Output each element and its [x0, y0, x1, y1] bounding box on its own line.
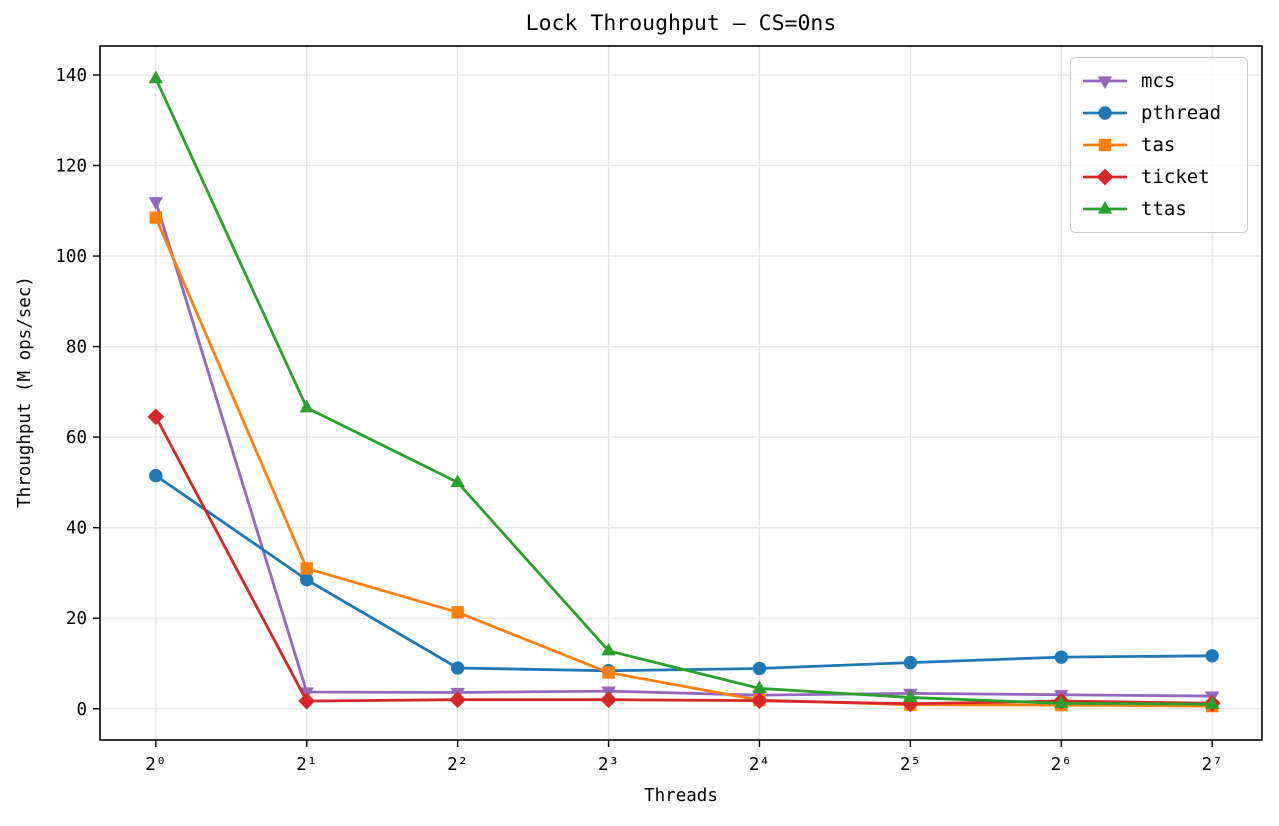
- y-tick-label: 60: [66, 428, 87, 448]
- y-tick-label: 120: [55, 157, 87, 177]
- series-line-tas: [154, 216, 1214, 708]
- legend-label: ttas: [1141, 197, 1187, 220]
- marker-diamond-ticket: [449, 691, 467, 709]
- marker-square-tas: [300, 562, 313, 575]
- y-tick-label: 40: [66, 519, 87, 539]
- x-tick-label: 2⁴: [749, 755, 770, 775]
- marker-circle-legend-pthread: [1098, 106, 1112, 120]
- marker-triangle-down-legend-mcs: [1097, 76, 1113, 89]
- legend-label: pthread: [1141, 101, 1222, 124]
- marker-square-tas: [602, 666, 615, 679]
- marker-square-tas: [451, 606, 464, 619]
- marker-triangle-up-legend-ttas: [1097, 201, 1113, 214]
- tick-labels: 2⁰ 2¹ 2² 2³ 2⁴ 2⁵ 2⁶ 2⁷ 0 20 40 60 80 100 120 140: [55, 66, 1222, 775]
- marker-circle-pthread: [903, 655, 918, 670]
- x-tick-label: 2¹: [296, 755, 317, 775]
- x-tick-label: 2⁰: [145, 755, 166, 775]
- legend-swatch-circle: [1083, 106, 1127, 120]
- marker-circle-pthread: [752, 661, 767, 676]
- legend-item-ttas: ttas: [1083, 195, 1235, 223]
- legend-label: ticket: [1141, 165, 1210, 188]
- x-tick-label: 2²: [447, 755, 468, 775]
- x-axis-label: Threads: [644, 786, 718, 806]
- marker-square-tas: [149, 211, 163, 224]
- marker-square-legend-tas: [1098, 138, 1112, 152]
- y-tick-label: 20: [66, 609, 87, 629]
- legend-label: tas: [1141, 133, 1176, 156]
- axes: [93, 45, 1263, 747]
- legend-swatch-diamond: [1083, 168, 1127, 186]
- legend-swatch-triangle-up: [1083, 201, 1127, 214]
- marker-circle-pthread: [300, 573, 314, 587]
- y-tick-label: 80: [66, 338, 87, 358]
- marker-circle-pthread: [1205, 649, 1219, 663]
- legend-item-pthread: pthread: [1083, 99, 1235, 127]
- x-tick-label: 2⁵: [900, 755, 921, 775]
- data-series: [147, 70, 1221, 713]
- y-axis-label: Throughput (M ops/sec): [15, 276, 35, 508]
- marker-triangle-up-ttas: [148, 70, 164, 84]
- grid-lines: [100, 46, 1262, 740]
- marker-triangle-up-ttas: [752, 680, 767, 693]
- marker-triangle-up-ttas: [601, 642, 616, 656]
- marker-diamond-ticket: [298, 692, 316, 710]
- marker-circle-pthread: [1054, 650, 1068, 664]
- marker-triangle-up-ttas: [299, 399, 314, 413]
- legend-swatch-square: [1083, 138, 1127, 152]
- marker-triangle-up-ttas: [1205, 696, 1220, 709]
- marker-circle-pthread: [450, 661, 465, 675]
- legend-swatch-triangle-down: [1083, 76, 1127, 89]
- legend-item-ticket: ticket: [1083, 163, 1235, 191]
- y-tick-label: 140: [55, 66, 87, 86]
- marker-triangle-up-ttas: [1054, 695, 1069, 708]
- x-tick-label: 2⁷: [1202, 755, 1223, 775]
- series-line-ttas: [154, 77, 1214, 706]
- series-line-pthread: [154, 474, 1214, 673]
- marker-triangle-up-ttas: [450, 474, 465, 488]
- marker-circle-pthread: [149, 468, 163, 483]
- legend-label: mcs: [1141, 69, 1176, 92]
- x-tick-label: 2³: [598, 755, 619, 775]
- marker-diamond-ticket: [147, 408, 165, 426]
- marker-triangle-down-mcs: [148, 197, 164, 210]
- y-tick-label: 0: [76, 700, 87, 720]
- marker-triangle-up-ttas: [903, 689, 918, 703]
- marker-diamond-legend-ticket: [1096, 168, 1114, 186]
- marker-diamond-ticket: [751, 692, 768, 710]
- y-tick-label: 100: [55, 247, 87, 267]
- series-line-mcs: [154, 200, 1214, 698]
- marker-diamond-ticket: [600, 691, 617, 709]
- legend-item-mcs: mcs: [1083, 67, 1235, 95]
- legend: mcs pthread tas ticket ttas: [1070, 57, 1248, 233]
- x-tick-label: 2⁶: [1051, 755, 1072, 775]
- plot-border: [99, 45, 1263, 741]
- chart-title: Lock Throughput — CS=0ns: [526, 11, 837, 36]
- series-line-ticket: [154, 415, 1214, 706]
- legend-item-tas: tas: [1083, 131, 1235, 159]
